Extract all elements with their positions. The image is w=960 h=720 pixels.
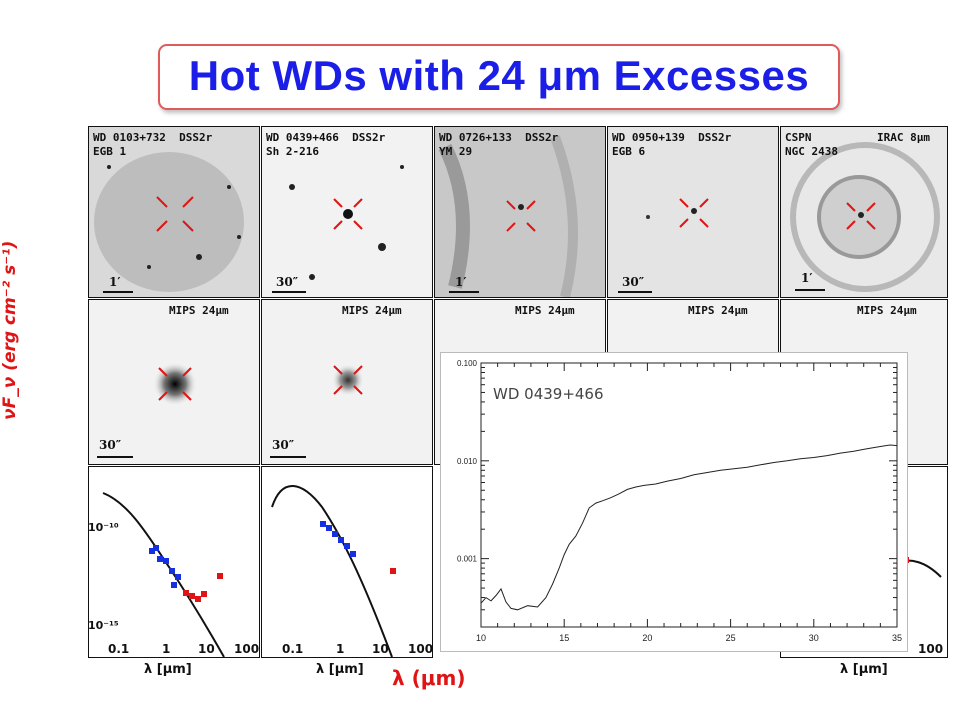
nebula-image [790, 142, 940, 292]
scale-bar [795, 289, 825, 291]
x-tick: 1 [162, 642, 171, 656]
scale-bar [97, 456, 133, 458]
x-tick: 0.1 [108, 642, 130, 656]
nebula-image [438, 135, 578, 297]
panel-sublabel: Sh 2-216 [266, 145, 319, 158]
panel-sublabel: YM 29 [439, 145, 473, 158]
x-tick-label: 15 [559, 633, 569, 643]
panel-dss-0439: WD 0439+466 DSS2r Sh 2-216 30″ [261, 126, 433, 298]
scale-bar [449, 291, 479, 293]
x-tick-label: 25 [726, 633, 736, 643]
x-tick-label: 10 [476, 633, 486, 643]
x-tick-label: 30 [809, 633, 819, 643]
y-axis-label: νF_ν (erg cm⁻² s⁻¹) [0, 240, 20, 420]
panel-dss-0726: WD 0726+133 DSS2r YM 29 1′ [434, 126, 606, 298]
panel-band-label: IRAC 8μm [877, 131, 930, 144]
chart-title: WD 0439+466 [493, 385, 604, 403]
y-tick-label: 0.010 [457, 457, 478, 466]
scale-bar [618, 291, 652, 293]
panel-label: WD 0726+133 DSS2r [439, 131, 559, 144]
scale-bar [272, 291, 306, 293]
y-tick: 10⁻¹⁰ [88, 521, 119, 534]
field-image [646, 198, 709, 228]
y-tick-label: 0.100 [457, 359, 478, 368]
scale-label: 1′ [455, 275, 467, 289]
panel-mips-1: MIPS 24μm 30″ [88, 299, 260, 465]
panel-sublabel: EGB 6 [612, 145, 646, 158]
panel-label: MIPS 24μm [857, 304, 917, 317]
y-tick-label: 0.001 [457, 555, 478, 564]
scale-bar [270, 456, 306, 458]
nebula-image [94, 152, 244, 292]
panel-label: MIPS 24μm [169, 304, 229, 317]
spectrum-chart: 10 15 20 25 30 35 0.100 0.010 0.001 WD 0439+466 [440, 352, 908, 652]
panel-sublabel: EGB 1 [93, 145, 127, 158]
field-image [289, 165, 404, 280]
plot-frame [480, 362, 898, 628]
x-tick: 10 [198, 642, 215, 656]
scale-label: 30″ [272, 438, 295, 452]
panel-label: MIPS 24μm [515, 304, 575, 317]
x-tick-label: 35 [892, 633, 902, 643]
x-tick: 10 [372, 642, 389, 656]
panel-label: CSPN [785, 131, 812, 144]
x-axis-big-label: λ (μm) [392, 666, 466, 690]
scale-label: 1′ [109, 275, 121, 289]
x-tick: 100 [234, 642, 260, 656]
panel-label: MIPS 24μm [342, 304, 402, 317]
image-mosaic: WD 0103+732 DSS2r EGB 1 1′ WD 0439+466 D… [88, 126, 948, 686]
panel-sublabel: NGC 2438 [785, 145, 838, 158]
spectrum-line [480, 444, 898, 611]
x-tick-label: 20 [642, 633, 652, 643]
x-tick: 100 [918, 642, 944, 656]
panel-label: WD 0103+732 DSS2r [93, 131, 213, 144]
panel-mips-2: MIPS 24μm 30″ [261, 299, 433, 465]
panel-label: WD 0439+466 DSS2r [266, 131, 386, 144]
x-tick: 0.1 [282, 642, 304, 656]
scale-label: 30″ [276, 275, 299, 289]
x-tick: 100 [408, 642, 434, 656]
panel-label: MIPS 24μm [688, 304, 748, 317]
panel-label: WD 0950+139 DSS2r [612, 131, 732, 144]
x-tick: 1 [336, 642, 345, 656]
scale-label: 30″ [99, 438, 122, 452]
scale-label: 1′ [801, 271, 813, 285]
panel-irac-2438: CSPN IRAC 8μm NGC 2438 1′ [780, 126, 948, 298]
spectrum-svg: 10 15 20 25 30 35 0.100 0.010 0.001 WD 0439+466 [457, 359, 902, 643]
sed-plot [271, 485, 396, 657]
sed-xlabel: λ [μm] [144, 662, 192, 677]
slide-title: Hot WDs with 24 μm Excesses [188, 52, 810, 99]
scale-label: 30″ [622, 275, 645, 289]
sed-xlabel: λ [μm] [840, 662, 888, 677]
panel-sed-2 [261, 466, 433, 658]
panel-dss-0950: WD 0950+139 DSS2r EGB 6 30″ [607, 126, 779, 298]
panel-dss-0103: WD 0103+732 DSS2r EGB 1 1′ [88, 126, 260, 298]
mips-image [153, 362, 197, 406]
sed-plot [102, 492, 225, 657]
sed-xlabel: λ [μm] [316, 662, 364, 677]
panel-sed-1: 10⁻¹⁰ 10⁻¹⁵ [88, 466, 260, 658]
mips-image [332, 364, 364, 396]
title-box: Hot WDs with 24 μm Excesses [158, 44, 840, 110]
y-tick: 10⁻¹⁵ [88, 619, 119, 632]
scale-bar [103, 291, 133, 293]
